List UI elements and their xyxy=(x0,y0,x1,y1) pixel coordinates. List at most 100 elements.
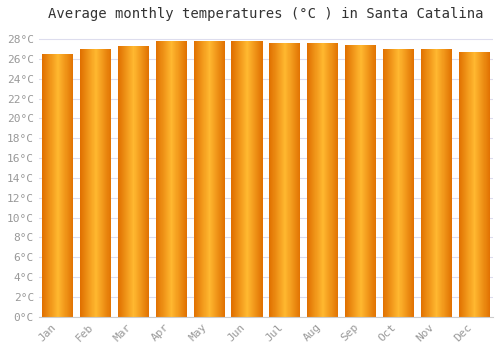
Bar xyxy=(135,46,136,317)
Bar xyxy=(157,41,158,317)
Bar xyxy=(148,46,149,317)
Bar xyxy=(391,49,392,317)
Bar xyxy=(138,46,139,317)
Bar xyxy=(156,41,157,317)
Bar xyxy=(84,49,85,317)
Bar xyxy=(210,41,211,317)
Bar xyxy=(244,41,245,317)
Bar xyxy=(65,54,66,317)
Bar xyxy=(145,46,146,317)
Bar xyxy=(118,46,119,317)
Bar xyxy=(71,54,72,317)
Bar xyxy=(123,46,124,317)
Bar xyxy=(487,52,488,317)
Bar xyxy=(430,49,431,317)
Bar xyxy=(357,45,358,317)
Bar xyxy=(421,49,422,317)
Bar xyxy=(99,49,100,317)
Bar xyxy=(289,43,290,317)
Bar xyxy=(286,43,287,317)
Bar xyxy=(122,46,123,317)
Bar xyxy=(141,46,142,317)
Bar xyxy=(46,54,47,317)
Bar xyxy=(251,41,252,317)
Bar xyxy=(293,43,294,317)
Bar xyxy=(86,49,87,317)
Bar xyxy=(427,49,428,317)
Bar xyxy=(310,43,311,317)
Bar xyxy=(449,49,450,317)
Bar xyxy=(241,41,242,317)
Bar xyxy=(66,54,67,317)
Bar xyxy=(69,54,70,317)
Bar xyxy=(70,54,71,317)
Bar xyxy=(374,45,375,317)
Bar xyxy=(59,54,60,317)
Bar xyxy=(447,49,448,317)
Bar xyxy=(330,43,331,317)
Bar xyxy=(232,41,233,317)
Bar xyxy=(108,49,109,317)
Bar xyxy=(297,43,298,317)
Bar xyxy=(291,43,292,317)
Bar xyxy=(126,46,127,317)
Bar xyxy=(212,41,213,317)
Bar xyxy=(316,43,317,317)
Bar xyxy=(373,45,374,317)
Bar xyxy=(127,46,128,317)
Bar xyxy=(273,43,274,317)
Bar xyxy=(199,41,200,317)
Bar xyxy=(233,41,234,317)
Bar xyxy=(184,41,186,317)
Bar xyxy=(48,54,49,317)
Bar xyxy=(259,41,260,317)
Bar xyxy=(458,52,459,317)
Bar xyxy=(175,41,176,317)
Bar xyxy=(439,49,440,317)
Bar xyxy=(85,49,86,317)
Bar xyxy=(352,45,353,317)
Bar xyxy=(459,52,460,317)
Bar xyxy=(211,41,212,317)
Bar xyxy=(327,43,328,317)
Bar xyxy=(219,41,220,317)
Bar xyxy=(335,43,336,317)
Bar xyxy=(399,49,400,317)
Bar xyxy=(146,46,147,317)
Bar xyxy=(136,46,137,317)
Bar xyxy=(362,45,363,317)
Bar xyxy=(124,46,125,317)
Bar xyxy=(299,43,300,317)
Bar xyxy=(400,49,401,317)
Bar xyxy=(47,54,48,317)
Bar xyxy=(49,54,50,317)
Bar xyxy=(82,49,83,317)
Bar xyxy=(478,52,479,317)
Bar xyxy=(68,54,69,317)
Bar xyxy=(83,49,84,317)
Bar xyxy=(413,49,414,317)
Bar xyxy=(94,49,95,317)
Bar xyxy=(468,52,469,317)
Bar xyxy=(334,43,335,317)
Bar xyxy=(95,49,96,317)
Bar xyxy=(481,52,482,317)
Bar xyxy=(477,52,478,317)
Bar xyxy=(183,41,184,317)
Bar xyxy=(366,45,367,317)
Bar xyxy=(437,49,438,317)
Bar xyxy=(428,49,429,317)
Bar xyxy=(435,49,436,317)
Bar xyxy=(43,54,44,317)
Bar xyxy=(284,43,285,317)
Bar xyxy=(250,41,251,317)
Bar xyxy=(461,52,462,317)
Bar xyxy=(485,52,486,317)
Bar xyxy=(205,41,206,317)
Bar xyxy=(96,49,97,317)
Bar xyxy=(195,41,196,317)
Bar xyxy=(476,52,477,317)
Bar xyxy=(355,45,356,317)
Bar xyxy=(345,45,346,317)
Bar xyxy=(402,49,403,317)
